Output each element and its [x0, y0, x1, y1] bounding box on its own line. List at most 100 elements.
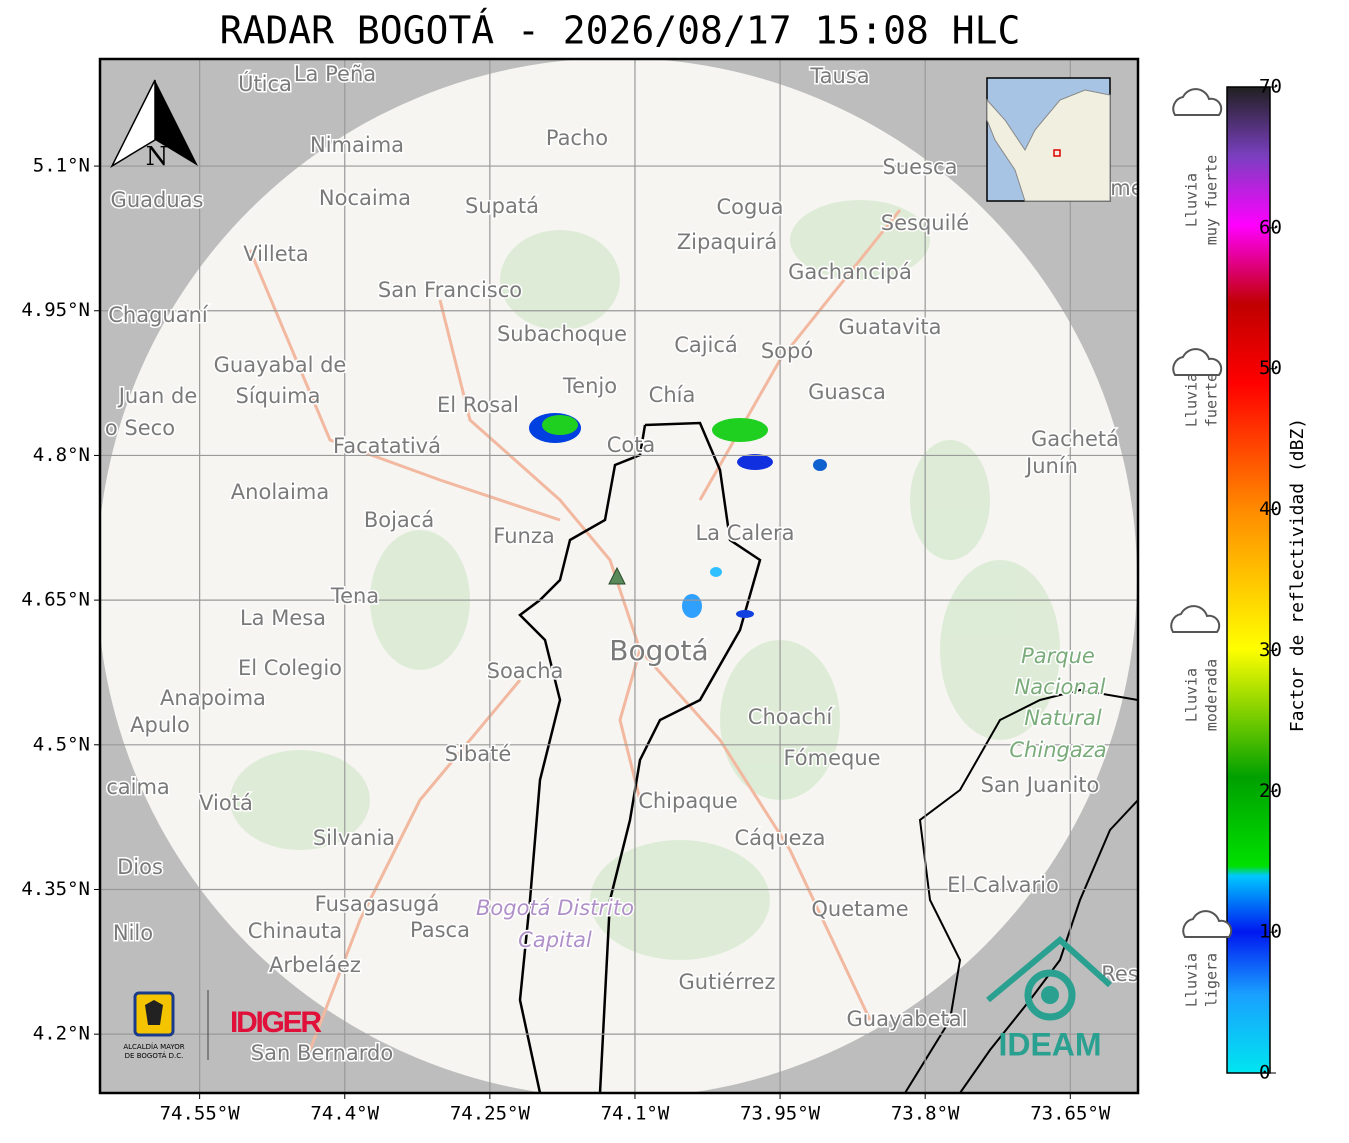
colorbar-tick-label: 50	[1259, 357, 1282, 379]
place-label: Tausa	[809, 64, 869, 88]
radar-echoes	[529, 413, 827, 618]
place-label: Cáqueza	[735, 826, 826, 850]
place-label: Nacional	[1015, 675, 1106, 699]
place-label: Guasca	[808, 380, 886, 404]
rain-category-label: Lluvia	[1183, 373, 1201, 427]
place-label: Cota	[607, 433, 656, 457]
place-label: Subachoque	[497, 322, 627, 346]
x-tick-label: 74.25°W	[450, 1103, 531, 1125]
places: Útica La Peña Tausa Nimaima Pacho Suesca Guadu…	[103, 61, 1143, 1067]
place-label: Pasca	[410, 918, 470, 942]
x-tick-label: 74.4°W	[310, 1103, 379, 1125]
place-label: Gachancipá	[788, 260, 912, 284]
place-label: Fusagasugá	[315, 892, 440, 916]
y-tick-label: 4.5°N	[33, 733, 90, 755]
place-label: Zipaquirá	[677, 230, 777, 254]
place-label: Guaduas	[111, 188, 204, 212]
place-label: Juan de	[117, 384, 198, 408]
place-label: Viotá	[199, 791, 253, 815]
place-label: Bojacá	[364, 508, 434, 532]
grid	[100, 59, 1138, 1093]
y-tick-label: 5.1°N	[33, 155, 90, 177]
x-tick-label: 74.55°W	[160, 1103, 241, 1125]
place-label: Suesca	[883, 155, 958, 179]
echo	[737, 454, 773, 470]
place-label: Bogotá	[609, 634, 708, 667]
place-label: Guatavita	[839, 315, 942, 339]
place-label: Capital	[518, 928, 592, 952]
department-boundary	[904, 688, 1138, 1093]
place-label: La Mesa	[240, 606, 326, 630]
place-label: Tena	[330, 584, 379, 608]
place-label: Sopó	[761, 339, 813, 363]
colorbar-tick-label: 10	[1259, 921, 1282, 943]
rain-category-label: Lluvia	[1183, 173, 1201, 227]
place-label: Anolaima	[231, 480, 329, 504]
logo-text: DE BOGOTÁ D.C.	[125, 1051, 184, 1060]
place-label: me	[1110, 176, 1143, 200]
place-label: Chinauta	[248, 919, 342, 943]
place-label: Útica	[238, 71, 292, 96]
rain-category-label: Lluvia	[1183, 668, 1201, 722]
logo-text: IDEAM	[998, 1026, 1101, 1062]
place-label: San Juanito	[981, 773, 1100, 797]
title: RADAR BOGOTÁ - 2026/08/17 15:08 HLC	[220, 9, 1021, 53]
place-label: Villeta	[243, 242, 308, 266]
place-label: Chipaque	[638, 789, 738, 813]
colorbar-ticks: 0 10 20 30 40 50 60 70	[1259, 76, 1282, 1084]
place-label: San Francisco	[378, 278, 522, 302]
place-label: Dios	[117, 855, 163, 879]
echo	[813, 459, 827, 471]
place-label: Anapoima	[160, 686, 266, 710]
place-label: El Calvario	[947, 873, 1059, 897]
x-tick-label: 74.1°W	[601, 1103, 670, 1125]
map-frame	[98, 57, 1140, 1095]
place-label: Nocaima	[319, 186, 411, 210]
place-label: Sibaté	[445, 742, 512, 766]
rain-category-label: ligera	[1203, 953, 1221, 1007]
rain-category-label: muy fuerte	[1203, 155, 1221, 245]
place-label: Choachí	[748, 705, 834, 729]
rain-category-label: Lluvia	[1183, 953, 1201, 1007]
place-label: San Bernardo	[251, 1041, 393, 1065]
y-tick-label: 4.35°N	[21, 878, 90, 900]
north-label: N	[146, 142, 169, 172]
colorbar	[1226, 86, 1271, 1074]
place-label: La Calera	[695, 521, 794, 545]
echo	[542, 415, 578, 435]
colorbar-label: Factor de reflectividad (dBZ)	[1287, 418, 1308, 732]
place-label: caima	[106, 775, 170, 799]
place-label: Síquima	[236, 384, 321, 408]
rain-icons	[1170, 88, 1233, 938]
echo	[710, 567, 722, 577]
x-tick-label: 73.95°W	[740, 1103, 821, 1125]
place-label: Junín	[1024, 454, 1078, 478]
place-label: Silvania	[313, 826, 395, 850]
ideam-logo: IDEAM	[986, 936, 1113, 1062]
echo	[712, 418, 768, 442]
alcaldia-logo: ALCALDÍA MAYOR DE BOGOTÁ D.C. IDIGER	[123, 990, 322, 1060]
place-label: Natural	[1024, 706, 1102, 730]
logo-text: IDIGER	[230, 1006, 322, 1039]
place-label: Gutiérrez	[679, 970, 776, 994]
colorbar-tick-label: 40	[1259, 498, 1282, 520]
place-label: Quetame	[811, 897, 908, 921]
colorbar-tick-label: 0	[1259, 1062, 1270, 1084]
x-tick-label: 73.65°W	[1030, 1103, 1111, 1125]
place-label: Fómeque	[783, 746, 880, 770]
place-label: Nimaima	[310, 133, 404, 157]
place-label: Guayabal de	[214, 353, 347, 377]
place-label: Tenjo	[562, 374, 617, 398]
place-label: Gachetá	[1031, 427, 1119, 451]
place-label: El Rosal	[437, 393, 519, 417]
inset-map	[986, 77, 1111, 202]
y-tick-label: 4.65°N	[21, 589, 90, 611]
place-label: Cajicá	[674, 333, 738, 357]
colorbar-tick-label: 20	[1259, 780, 1282, 802]
place-label: Chaguaní	[108, 303, 209, 327]
place-label: o Seco	[105, 416, 175, 440]
echo	[736, 610, 754, 618]
place-label: Chía	[649, 383, 696, 407]
y-tick-label: 4.2°N	[33, 1023, 90, 1045]
